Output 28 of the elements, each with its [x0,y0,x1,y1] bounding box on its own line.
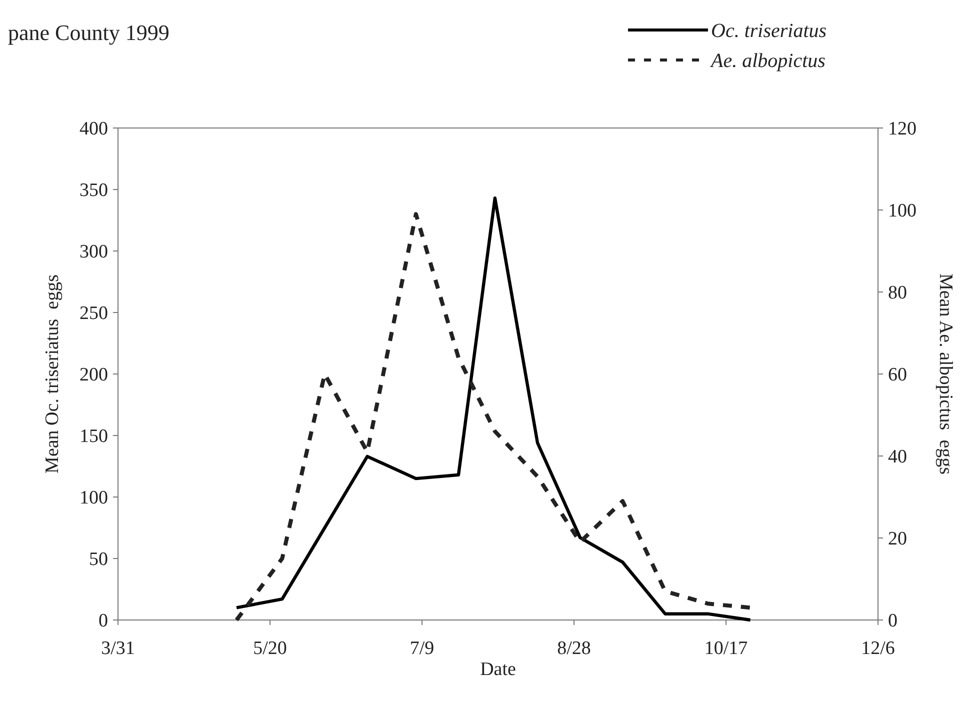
y2-tick-label: 80 [888,282,907,304]
x-axis-title: Date [480,659,516,680]
x-tick-label: 3/31 [101,638,135,659]
y2-tick-label: 40 [888,446,907,468]
y2-tick-label: 20 [888,528,907,550]
legend-label: Ae. albopictus [709,50,826,72]
x-tick-label: 10/17 [704,638,748,659]
x-tick-label: 5/20 [253,638,287,659]
y-tick-label: 200 [80,364,108,386]
y-tick-label: 50 [89,549,108,570]
y-tick-label: 150 [80,426,108,448]
y-tick-label: 350 [80,180,108,202]
y-tick-label: 300 [80,242,108,263]
y2-axis-title: Mean Ae. albopictus eggs [935,273,956,475]
y-tick-label: 250 [80,303,108,324]
y2-tick-label: 0 [888,610,898,632]
x-tick-label: 8/28 [557,638,591,659]
y2-tick-label: 120 [888,118,916,140]
y2-tick-label: 100 [888,200,916,222]
chart-title: pane County 1999 [8,20,170,45]
legend-label: Oc. triseriatus [711,20,827,42]
y-tick-label: 100 [80,488,108,509]
y2-tick-label: 60 [888,364,907,386]
y-tick-label: 400 [80,118,108,140]
x-tick-label: 7/9 [410,638,434,659]
x-tick-label: 12/6 [861,638,895,659]
y-axis-title: Mean Oc. triseriatus eggs [42,274,63,474]
y-tick-label: 0 [98,610,108,632]
